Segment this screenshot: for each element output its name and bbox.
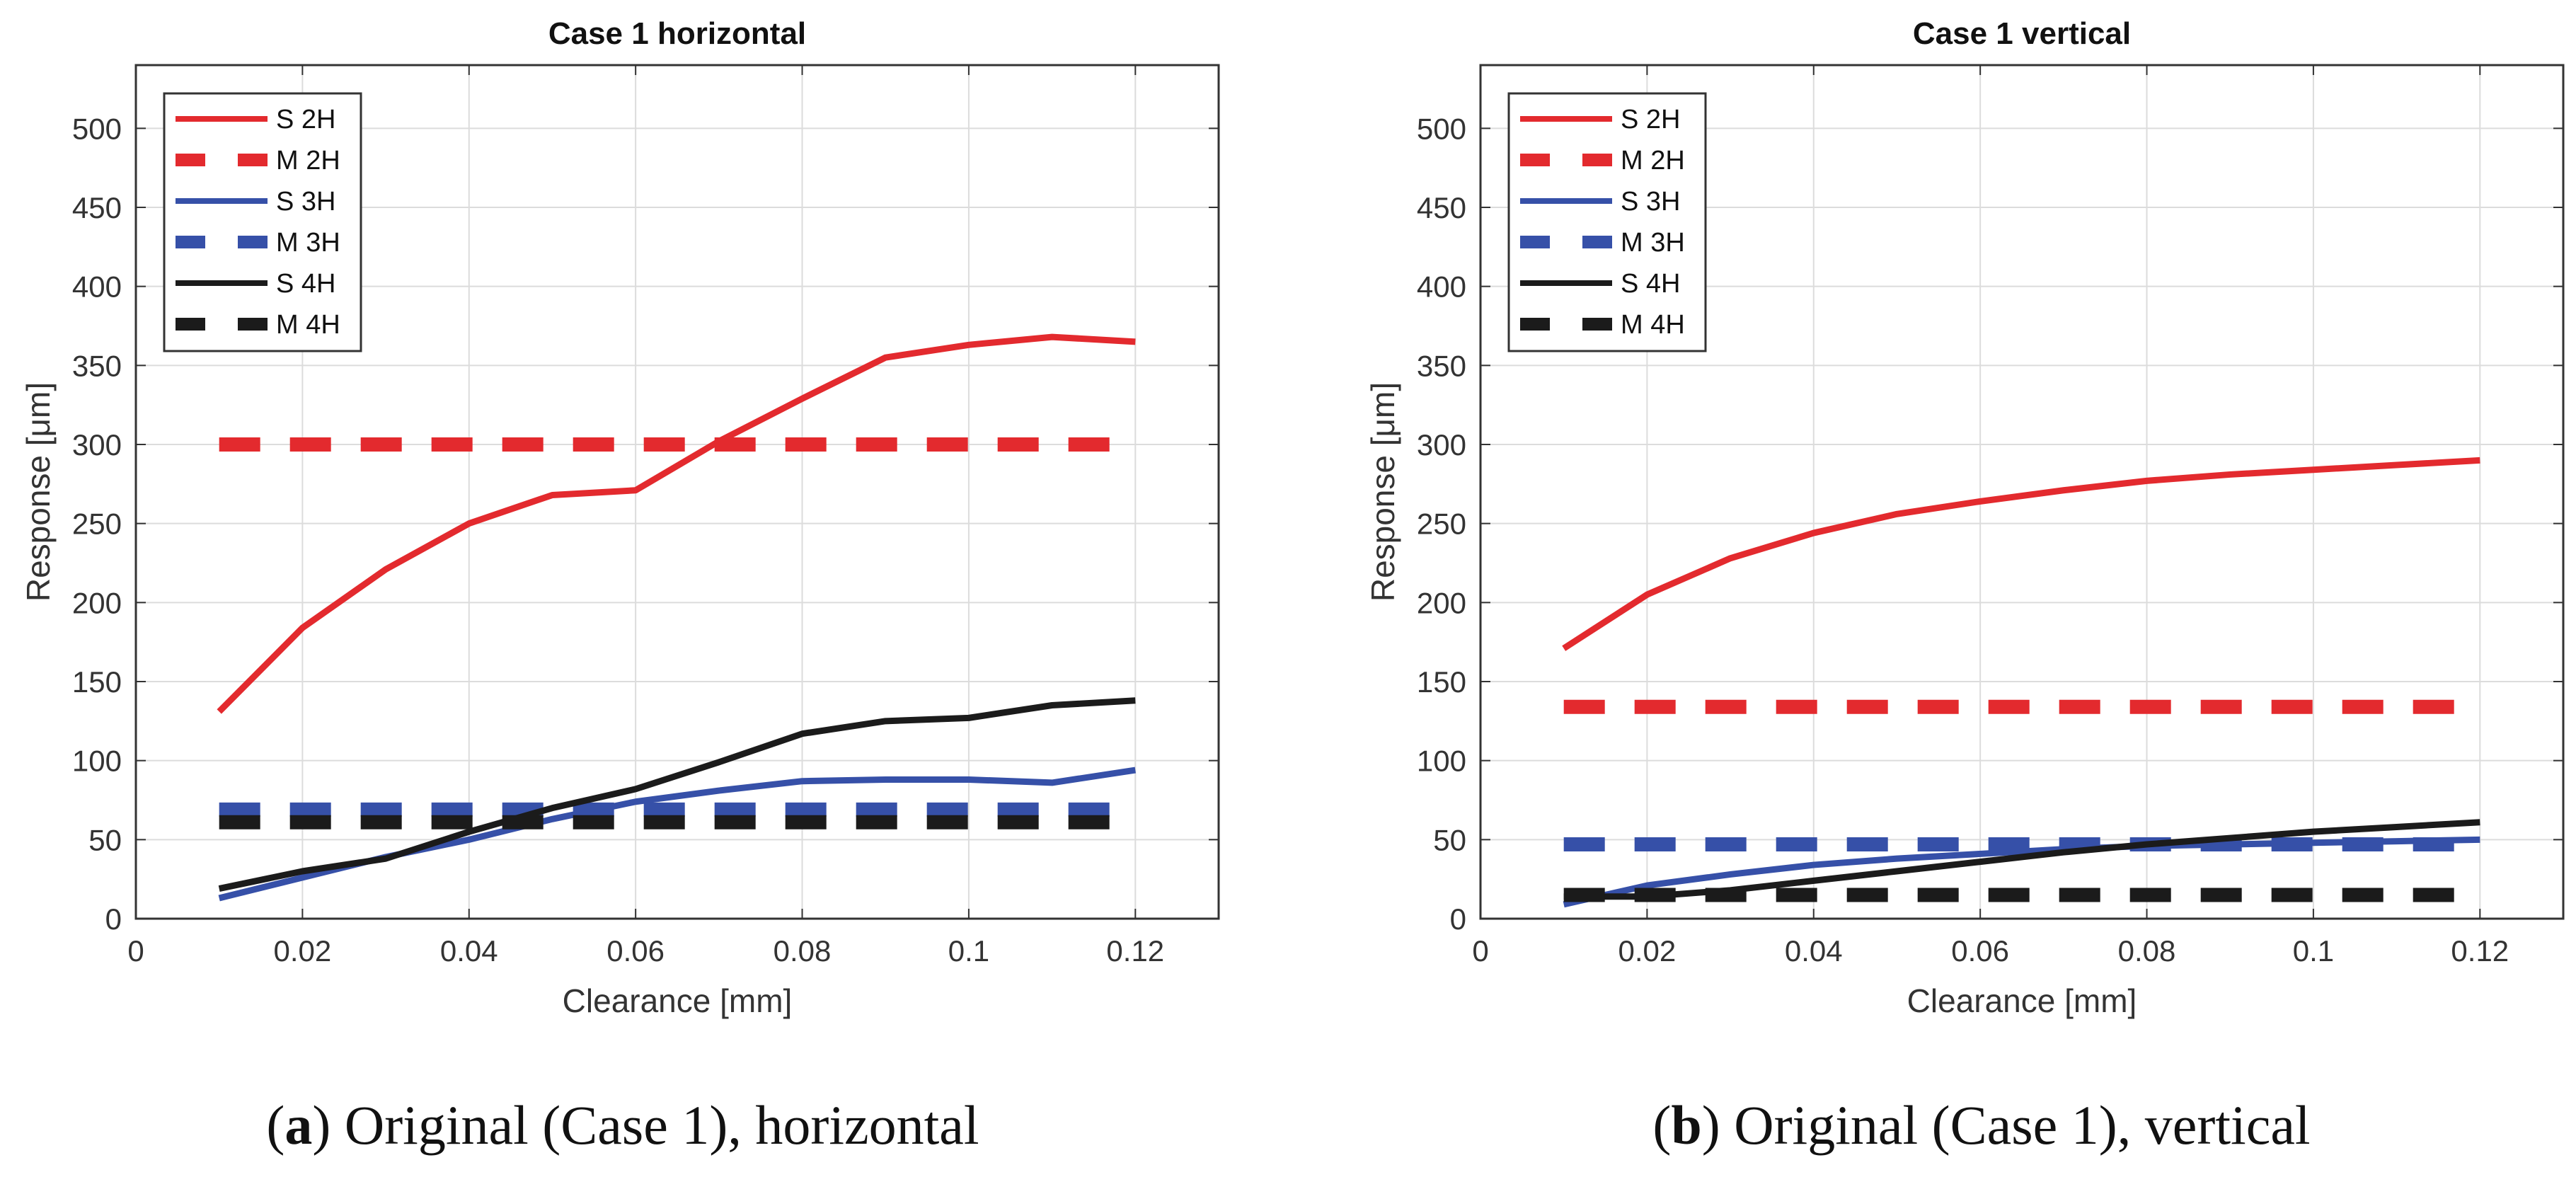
series-line-s-2h: [1562, 457, 2480, 651]
y-tick-label: 500: [1417, 112, 1466, 145]
x-tick-label: 0.02: [274, 934, 332, 968]
x-axis-label: Clearance [mm]: [1907, 982, 2137, 1019]
series: [1562, 457, 2480, 908]
legend-box: [163, 92, 362, 352]
legend-box: [1507, 92, 1707, 352]
y-tick-label: 500: [72, 112, 122, 145]
caption-vertical: (b) Original (Case 1), vertical: [1652, 1094, 2311, 1156]
caption-text: Original (Case 1), horizontal: [330, 1094, 979, 1156]
y-tick-label: 200: [1417, 586, 1466, 619]
series: [217, 333, 1136, 902]
x-tick-label: 0.1: [948, 934, 989, 968]
y-tick-label: 400: [1417, 270, 1466, 304]
x-tick-label: 0.12: [1106, 934, 1164, 968]
x-tick-label: 0.08: [774, 934, 832, 968]
x-tick-label: 0.02: [1618, 934, 1677, 968]
y-tick-label: 0: [105, 902, 122, 936]
legend-label-s-4h: S 4H: [1621, 269, 1680, 299]
legend-label-s-4h: S 4H: [276, 269, 335, 299]
caption-horizontal: (a) Original (Case 1), horizontal: [266, 1094, 979, 1156]
legend-label-m-4h: M 4H: [1621, 310, 1685, 340]
y-tick-label: 300: [1417, 428, 1466, 461]
y-axis-label: Response [μm]: [20, 382, 57, 602]
x-axis-label: Clearance [mm]: [563, 982, 793, 1019]
y-tick-label: 250: [72, 507, 122, 541]
chart-vertical: 0 0.02 0.04 0.06 0.08 0.1 0.12 0 50 100 150 200 250 3…: [1364, 16, 2565, 1019]
y-tick-label: 50: [88, 823, 122, 856]
x-tick-label: 0.04: [1785, 934, 1843, 968]
caption-text: Original (Case 1), vertical: [1720, 1094, 2311, 1156]
chart-title: Case 1 vertical: [1913, 16, 2131, 51]
legend-label-m-4h: M 4H: [276, 310, 340, 340]
y-tick-label: 450: [72, 191, 122, 224]
y-tick-label: 250: [1417, 507, 1466, 541]
legend-label-s-2h: S 2H: [276, 105, 335, 134]
legend-label-s-2h: S 2H: [1621, 105, 1680, 134]
series-line-s-3h: [218, 767, 1136, 902]
y-tick-label: 400: [72, 270, 122, 304]
x-tick-label: 0.06: [606, 934, 665, 968]
y-tick-label: 100: [1417, 745, 1466, 778]
caption-letter: a: [284, 1094, 313, 1156]
y-tick-label: 150: [1417, 665, 1466, 699]
caption-letter: b: [1671, 1094, 1702, 1156]
legend-label-m-3h: M 3H: [276, 228, 340, 258]
x-tick-label: 0.1: [2293, 934, 2334, 968]
legend-label-m-2h: M 2H: [1621, 146, 1685, 176]
y-tick-label: 350: [1417, 349, 1466, 382]
series-line-s-2h: [217, 333, 1136, 714]
chart-horizontal: 0 0.02 0.04 0.06 0.08 0.1 0.12 0 50 100 150 200 250 3…: [20, 16, 1220, 1019]
y-tick-label: 0: [1450, 902, 1466, 936]
plot-frame: [134, 64, 1220, 920]
series-line-s-4h: [1563, 819, 2480, 900]
y-tick-label: 50: [1433, 823, 1466, 856]
x-tick-label: 0: [1472, 934, 1488, 968]
legend: S 2H M 2H S 3H M 3H S 4H M 4H: [1507, 92, 1707, 352]
series-line-s-3h: [1563, 836, 2480, 908]
y-tick-label: 350: [72, 349, 122, 382]
y-tick-label: 450: [1417, 191, 1466, 224]
x-tick-label: 0: [127, 934, 144, 968]
plot-frame: [1479, 64, 2565, 920]
y-tick-label: 300: [72, 428, 122, 461]
series-line-s-4h: [218, 697, 1136, 892]
x-tick-label: 0.06: [1951, 934, 2009, 968]
y-tick-label: 100: [72, 745, 122, 778]
chart-title: Case 1 horizontal: [548, 16, 806, 51]
x-tick-label: 0.04: [440, 934, 498, 968]
legend-label-m-2h: M 2H: [276, 146, 340, 176]
x-tick-label: 0.08: [2118, 934, 2176, 968]
legend-label-s-3h: S 3H: [276, 187, 335, 217]
y-axis-label: Response [μm]: [1364, 382, 1401, 602]
ticks: 0 0.02 0.04 0.06 0.08 0.1 0.12 0 50 100 150 200 250 3…: [72, 65, 1219, 968]
legend: S 2H M 2H S 3H M 3H S 4H M 4H: [163, 92, 362, 352]
legend-label-m-3h: M 3H: [1621, 228, 1685, 258]
legend-label-s-3h: S 3H: [1621, 187, 1680, 217]
x-tick-label: 0.12: [2451, 934, 2509, 968]
y-tick-label: 200: [72, 586, 122, 619]
y-tick-label: 150: [72, 665, 122, 699]
